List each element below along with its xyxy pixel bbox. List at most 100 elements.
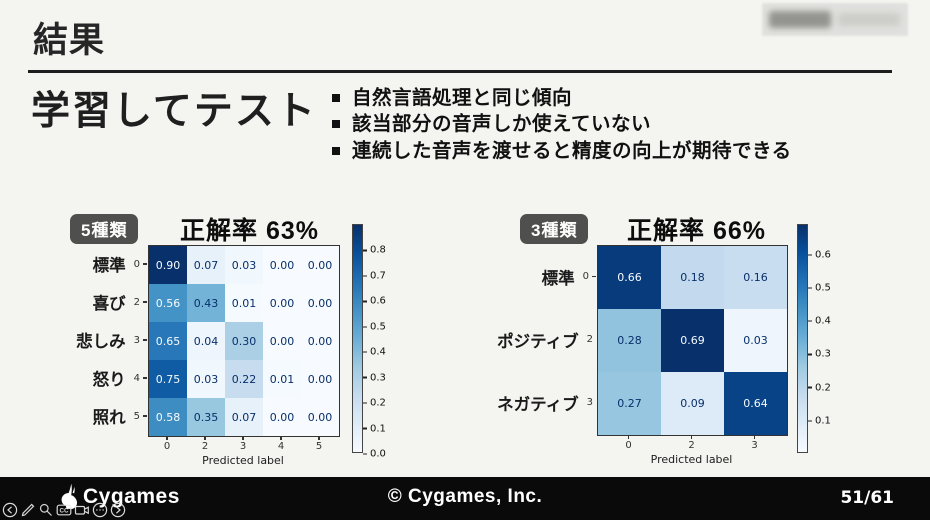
bullet-square-icon: [332, 120, 340, 129]
colorbar: 0.6 0.5 0.4 0.3 0.2 0.1: [797, 224, 831, 453]
matrix-cell: 0.65: [149, 322, 187, 360]
y-tick-mark: [143, 301, 147, 303]
matrix-cell: 0.66: [598, 246, 661, 309]
colorbar-tick: 0.8: [363, 245, 386, 256]
colorbar-tick-mark: [363, 275, 367, 277]
matrix-cell: 0.03: [225, 246, 263, 284]
colorbar-tick: 0.6: [808, 249, 831, 260]
colorbar-tick: 0.4: [808, 316, 831, 327]
colorbar-tick: 0.3: [363, 372, 386, 383]
colorbar-tick-label: 0.6: [370, 295, 386, 307]
row-label: 悲しみ 3: [60, 321, 147, 359]
matrix-cell: 0.43: [187, 284, 225, 322]
annotation-toolbar: CC: [2, 502, 128, 518]
matrix-cell: 0.00: [301, 398, 339, 436]
x-tick-mark: [280, 436, 282, 440]
arrow-left-circle-icon[interactable]: [2, 502, 18, 518]
colorbar-tick: 0.4: [363, 347, 386, 358]
row-tick-number: 4: [133, 372, 140, 384]
row-emotion-label: 標準: [92, 257, 126, 275]
matrix-cell: 0.01: [225, 284, 263, 322]
colorbar-tick-label: 0.4: [815, 315, 831, 327]
arrow-right-circle-icon[interactable]: [110, 502, 126, 518]
column-tick: 0: [148, 436, 186, 452]
class-count-badge: 5種類: [70, 214, 139, 244]
row-label: 標準 0: [60, 245, 147, 283]
matrix-cell: 0.35: [187, 398, 225, 436]
column-tick-number: 0: [163, 441, 171, 452]
y-tick-mark: [592, 275, 596, 278]
colorbar-tick-label: 0.5: [370, 321, 386, 333]
column-tick-number: 3: [751, 440, 758, 451]
closed-captions-icon[interactable]: CC: [56, 502, 72, 518]
colorbar-tick-mark: [363, 351, 367, 353]
row-tick-number: 3: [586, 397, 593, 408]
matrix-cell: 0.00: [301, 322, 339, 360]
colorbar-tick-mark: [363, 326, 367, 328]
y-tick-mark: [143, 263, 147, 265]
column-tick: 2: [660, 435, 723, 451]
colorbar-tick-mark: [808, 254, 812, 256]
colorbar-tick-mark: [363, 249, 367, 252]
pen-icon[interactable]: [20, 502, 36, 518]
column-tick-number: 0: [625, 440, 632, 451]
row-emotion-label: 喜び: [92, 295, 126, 313]
matrix-cell: 0.09: [661, 372, 724, 435]
column-tick-number: 4: [277, 441, 285, 452]
column-tick-number: 5: [315, 441, 323, 452]
bullet-item: 連続した音声を渡せると精度の向上が期待できる: [332, 140, 792, 161]
bullet-item: 自然言語処理と同じ傾向: [332, 88, 792, 108]
matrix-cell: 0.07: [187, 246, 225, 284]
colorbar-tick: 0.5: [808, 283, 831, 294]
matrix-cell: 0.01: [263, 360, 301, 398]
matrix-cell: 0.30: [225, 322, 263, 360]
matrix-cell: 0.22: [225, 360, 263, 398]
colorbar-tick-mark: [363, 376, 367, 379]
colorbar-tick-label: 0.3: [815, 348, 831, 360]
column-tick: 4: [262, 436, 300, 452]
matrix-cell: 0.00: [263, 322, 301, 360]
camera-icon[interactable]: [74, 502, 90, 518]
x-tick-mark: [690, 435, 693, 439]
x-tick-mark: [318, 436, 320, 440]
more-options-icon[interactable]: [92, 502, 108, 518]
title-underline: [28, 70, 892, 73]
confusion-matrix-3class-chart: 3種類 正解率 66% 標準 0 ポジティブ 2 ネガティブ 3 0.66 0.18 0.16…: [497, 195, 930, 475]
matrix-cell: 0.00: [301, 246, 339, 284]
bullet-square-icon: [332, 94, 340, 102]
matrix-cell: 0.00: [263, 284, 301, 322]
matrix-cell: 0.58: [149, 398, 187, 436]
bullet-text: 該当部分の音声しか使えていない: [352, 113, 652, 136]
matrix-cell: 0.27: [598, 372, 661, 435]
matrix-cell: 0.18: [661, 246, 724, 309]
row-labels: 標準 0 ポジティブ 2 ネガティブ 3: [497, 245, 596, 434]
accuracy-title: 正解率 63%: [180, 217, 319, 245]
x-tick-mark: [166, 436, 168, 440]
colorbar-tick: 0.3: [808, 349, 831, 360]
colorbar-tick: 0.6: [363, 296, 386, 307]
watermark-dark-blob: [769, 11, 831, 28]
x-tick-mark: [627, 435, 630, 439]
x-axis-label: Predicted label: [202, 454, 284, 467]
column-tick-number: 3: [239, 441, 247, 452]
row-tick-number: 0: [133, 258, 140, 270]
bullet-text: 自然言語処理と同じ傾向: [352, 87, 573, 109]
colorbar-tick-label: 0.1: [815, 415, 831, 427]
matrix-cell: 0.07: [225, 398, 263, 436]
row-emotion-label: 照れ: [92, 409, 126, 427]
row-label: ネガティブ 3: [497, 371, 596, 434]
row-label: ポジティブ 2: [497, 308, 596, 371]
row-tick-number: 0: [582, 271, 589, 282]
heatmap-grid: 0.66 0.18 0.16 0.28 0.69 0.03 0.27 0.09 0.64: [597, 245, 788, 436]
matrix-cell: 0.00: [301, 284, 339, 322]
y-tick-mark: [143, 339, 147, 341]
column-tick: 3: [224, 436, 262, 452]
page-title: 結果: [33, 21, 106, 60]
magnifier-icon[interactable]: [38, 502, 54, 518]
colorbar-tick-label: 0.6: [815, 249, 831, 261]
column-tick: 0: [597, 435, 660, 451]
colorbar-tick: 0.1: [808, 415, 831, 426]
colorbar-tick: 0.2: [363, 398, 386, 409]
row-tick-number: 2: [586, 334, 593, 345]
